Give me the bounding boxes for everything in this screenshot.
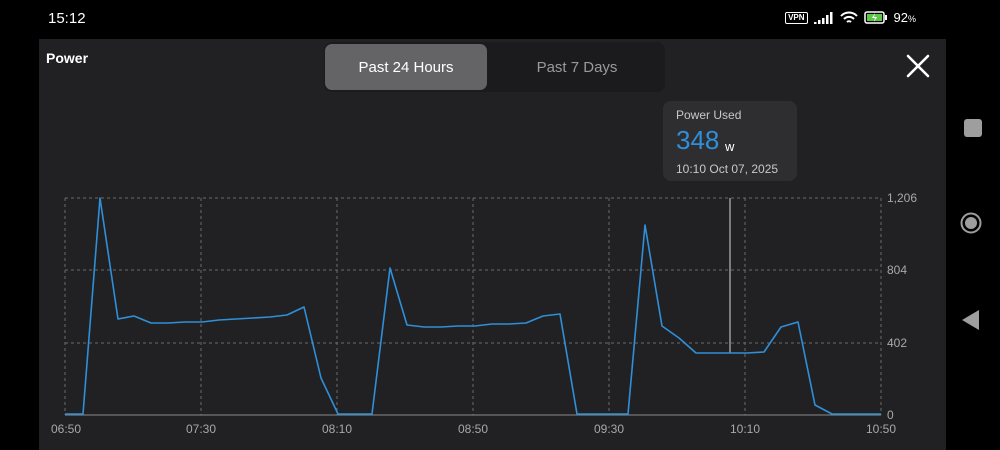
power-line <box>65 197 881 415</box>
tab-past-7-days[interactable]: Past 7 Days <box>536 58 618 76</box>
home-circle-icon[interactable] <box>960 212 982 234</box>
wifi-icon <box>839 11 858 23</box>
x-tick: 10:10 <box>729 422 761 436</box>
y-tick-804: 804 <box>887 263 908 277</box>
tooltip-unit: w <box>725 139 735 154</box>
tab-past-24-hours[interactable]: Past 24 Hours <box>325 44 487 90</box>
y-tick-402: 402 <box>887 336 908 350</box>
battery-percent: 92% <box>893 10 916 25</box>
power-panel: Power Past 24 Hours Past 7 Days 1,206 80… <box>39 39 946 450</box>
y-tick-0: 0 <box>887 408 894 422</box>
x-tick: 10:50 <box>865 422 897 436</box>
back-triangle-icon[interactable] <box>962 310 979 330</box>
x-tick: 09:30 <box>593 422 625 436</box>
x-tick: 06:50 <box>50 422 82 436</box>
vpn-icon: VPN <box>785 11 808 24</box>
tooltip-label: Power Used <box>676 108 742 122</box>
status-time: 15:12 <box>48 10 86 27</box>
status-bar: 15:12 VPN 92% <box>0 0 1000 38</box>
range-selector: Past 24 Hours Past 7 Days <box>324 42 665 92</box>
y-tick-1206: 1,206 <box>887 191 918 205</box>
page-title: Power <box>46 50 89 66</box>
status-icons: VPN 92% <box>785 10 916 25</box>
recents-square-icon[interactable] <box>964 119 982 137</box>
navigation-bar <box>946 0 1000 450</box>
x-tick: 07:30 <box>185 422 217 436</box>
tooltip-value: 348 <box>676 125 720 155</box>
power-chart[interactable] <box>39 39 946 450</box>
x-tick: 08:50 <box>457 422 489 436</box>
tooltip-timestamp: 10:10 Oct 07, 2025 <box>676 162 779 176</box>
value-tooltip: Power Used 348 w 10:10 Oct 07, 2025 <box>663 101 797 181</box>
x-tick: 08:10 <box>321 422 353 436</box>
signal-icon <box>813 11 833 24</box>
battery-charging-icon <box>863 11 887 24</box>
grid <box>64 197 882 415</box>
close-icon[interactable] <box>905 53 931 79</box>
